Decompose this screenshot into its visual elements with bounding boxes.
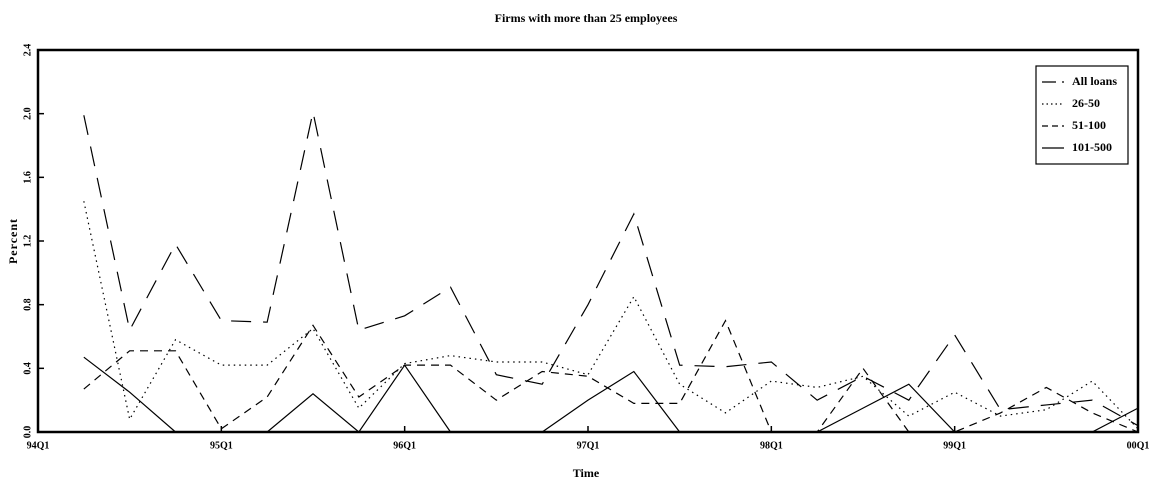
legend-label: 26-50 bbox=[1072, 96, 1100, 110]
series-line bbox=[83, 319, 1139, 433]
y-tick-label: 0.0 bbox=[22, 426, 33, 439]
plot-frame bbox=[36, 48, 1140, 434]
y-tick-label: 0.4 bbox=[22, 362, 33, 375]
x-tick-label: 95Q1 bbox=[210, 440, 233, 451]
legend-label: 101-500 bbox=[1072, 140, 1112, 154]
series-line bbox=[83, 356, 1139, 433]
x-tick-label: 97Q1 bbox=[577, 440, 600, 451]
x-tick-label: 00Q1 bbox=[1127, 440, 1150, 451]
y-tick-label: 2.0 bbox=[22, 107, 33, 120]
x-tick-label: 96Q1 bbox=[393, 440, 416, 451]
x-tick-label: 99Q1 bbox=[943, 440, 966, 451]
chart-title: Firms with more than 25 employees bbox=[495, 11, 678, 25]
x-tick-label: 94Q1 bbox=[27, 440, 50, 451]
x-axis-label: Time bbox=[573, 466, 600, 480]
series-line bbox=[83, 111, 1139, 427]
y-axis-label: Percent bbox=[6, 218, 20, 264]
y-tick-label: 2.4 bbox=[22, 44, 33, 57]
y-tick-label: 0.8 bbox=[22, 298, 33, 311]
y-tick-label: 1.6 bbox=[22, 171, 33, 184]
series-line bbox=[83, 201, 1139, 430]
legend-label: All loans bbox=[1072, 74, 1117, 88]
y-tick-label: 1.2 bbox=[22, 235, 33, 248]
x-tick-label: 98Q1 bbox=[760, 440, 783, 451]
legend-label: 51-100 bbox=[1072, 118, 1106, 132]
